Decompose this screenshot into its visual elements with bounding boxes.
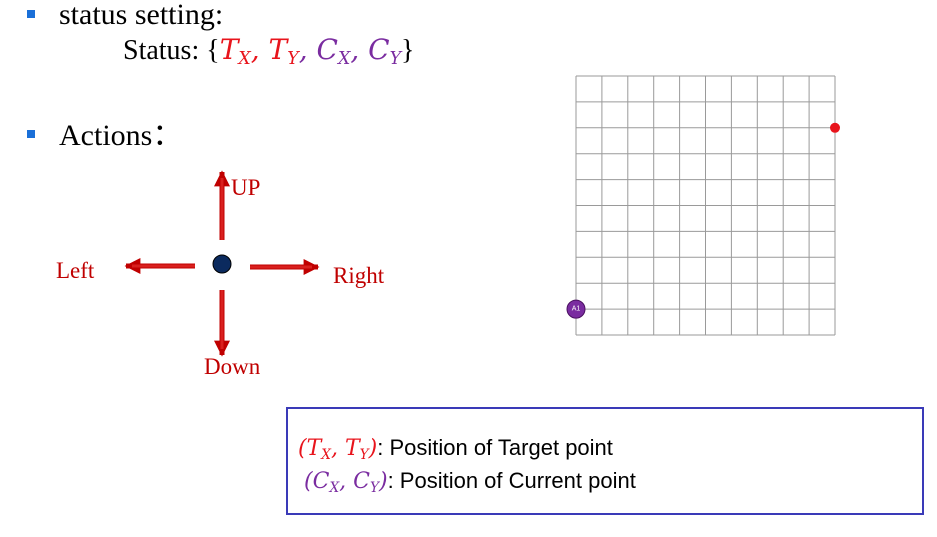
legend-target-desc: : Position of Target point — [377, 435, 613, 460]
label-right: Right — [333, 263, 385, 288]
bullet-marker-status — [27, 10, 35, 18]
grid-lines — [575, 75, 836, 336]
status-tuple: Status: {TX, TY, CX, CY} — [123, 36, 414, 68]
legend-current-line: (CX, CY): Position of Current point — [304, 470, 636, 495]
legend-target-line: (TX, TY): Position of Target point — [298, 437, 613, 462]
legend-current-math: (CX, CY) — [304, 469, 388, 496]
legend-current-desc: : Position of Current point — [387, 468, 636, 493]
status-comma-3: , — [350, 33, 369, 66]
legend-target-math: (TX, TY) — [298, 436, 378, 463]
center-dot — [212, 254, 232, 274]
status-comma-1: , — [250, 33, 269, 66]
status-setting-heading: status setting: — [59, 0, 224, 31]
status-cx: CX — [316, 33, 351, 69]
status-prefix: Status: { — [123, 35, 220, 66]
legend-box: (TX, TY): Position of Target point (CX, … — [286, 407, 924, 515]
actions-heading: Actions： — [59, 119, 183, 152]
label-down: Down — [204, 354, 261, 379]
status-comma-2: , — [298, 33, 317, 66]
status-ty: TY — [268, 33, 299, 69]
agent-label: A1 — [572, 306, 581, 313]
label-up: UP — [231, 175, 261, 200]
target-point — [830, 122, 840, 133]
bullet-marker-actions — [27, 130, 35, 138]
status-tx: TX — [219, 33, 251, 69]
status-cy: CY — [368, 33, 402, 69]
label-left: Left — [56, 258, 95, 283]
current-point-agent — [566, 299, 586, 319]
status-close: } — [401, 35, 415, 66]
